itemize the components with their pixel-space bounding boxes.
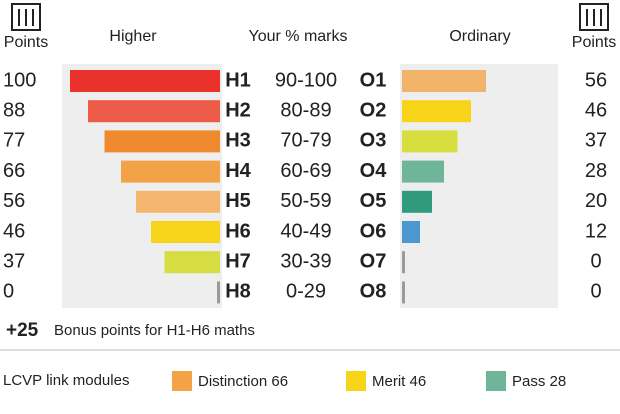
grade-label: O8 <box>360 281 387 303</box>
range-label: 0-29 <box>286 281 326 303</box>
range-label: 60-69 <box>280 160 331 182</box>
bar <box>402 190 432 213</box>
bar <box>70 70 220 92</box>
grade-label: O7 <box>360 250 387 272</box>
header: Ordinary <box>449 28 510 45</box>
range-label: 90-100 <box>275 69 337 91</box>
cao-logo <box>11 3 609 31</box>
header: Your % marks <box>249 28 348 45</box>
value-label: 56 <box>585 69 607 91</box>
range-label: 70-79 <box>280 130 331 152</box>
header: Points <box>572 34 616 51</box>
legend-swatch <box>486 371 506 391</box>
grade-label: H4 <box>225 160 251 182</box>
grade-label: O3 <box>360 130 387 152</box>
grade-label: H3 <box>225 130 251 152</box>
value-label: 77 <box>3 130 25 152</box>
value-label: 37 <box>585 130 607 152</box>
value-label: 0 <box>590 281 601 303</box>
grade-label: H1 <box>225 69 251 91</box>
bar <box>151 221 220 243</box>
grade-label: H6 <box>225 220 251 242</box>
header: Higher <box>109 28 157 45</box>
value-label: 28 <box>585 160 607 182</box>
legend-label: Distinction 66 <box>198 373 288 390</box>
grade-label: O5 <box>360 190 387 212</box>
grade-label: H7 <box>225 250 251 272</box>
bar <box>402 221 420 243</box>
bar <box>402 70 486 92</box>
value-label: 0 <box>3 281 14 303</box>
value-label: 37 <box>3 250 25 272</box>
value-label: 46 <box>3 220 25 242</box>
range-label: 80-89 <box>280 99 331 121</box>
value-label: 88 <box>3 99 25 121</box>
bar <box>402 100 471 123</box>
grade-label: O2 <box>360 99 387 121</box>
bonus-amount: +25 <box>6 320 39 341</box>
bar <box>164 251 220 274</box>
bar <box>136 190 220 213</box>
grade-label: H2 <box>225 99 251 121</box>
value-label: 100 <box>3 69 36 91</box>
header: Points <box>4 34 48 51</box>
legend-label: Pass 28 <box>512 373 566 390</box>
grade-label: H8 <box>225 281 251 303</box>
bar <box>88 100 220 123</box>
value-label: 12 <box>585 220 607 242</box>
value-label: 56 <box>3 190 25 212</box>
value-label: 0 <box>590 250 601 272</box>
range-label: 40-49 <box>280 220 331 242</box>
bar <box>104 130 220 153</box>
legend-label: Merit 46 <box>372 373 426 390</box>
bonus-text: Bonus points for H1-H6 maths <box>54 322 255 339</box>
grade-label: O1 <box>360 69 387 91</box>
bar <box>402 130 458 153</box>
bar <box>121 160 220 183</box>
value-label: 20 <box>585 190 607 212</box>
bar <box>217 281 220 304</box>
value-label: 66 <box>3 160 25 182</box>
legend-title: LCVP link modules <box>3 372 129 389</box>
legend-swatch <box>172 371 192 391</box>
range-label: 30-39 <box>280 250 331 272</box>
range-label: 50-59 <box>280 190 331 212</box>
grade-label: H5 <box>225 190 251 212</box>
legend-swatch <box>346 371 366 391</box>
value-label: 46 <box>585 99 607 121</box>
grade-label: O6 <box>360 220 387 242</box>
grade-label: O4 <box>360 160 388 182</box>
bar <box>402 281 405 304</box>
bar <box>402 251 405 274</box>
bar <box>402 160 444 183</box>
